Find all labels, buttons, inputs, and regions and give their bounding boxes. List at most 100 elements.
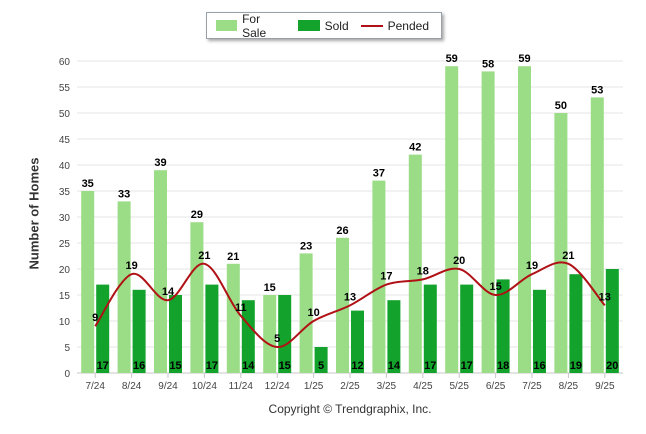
x-tick-label: 7/25 [522, 381, 542, 392]
bar-sold [423, 284, 437, 373]
data-label-for-sale: 39 [154, 157, 166, 169]
bar-for-sale [518, 66, 531, 373]
y-tick-label-40: 40 [59, 161, 71, 172]
legend-label-sold: Sold [324, 18, 349, 33]
bar-for-sale [590, 97, 604, 374]
y-tick-label-55: 55 [59, 83, 71, 94]
bar-sold [496, 279, 510, 373]
x-tick-label: 10/24 [192, 381, 217, 392]
data-label-pended: 13 [344, 291, 356, 303]
data-label-for-sale: 50 [555, 100, 567, 112]
data-label-sold: 12 [351, 360, 363, 372]
bar-sold [132, 289, 146, 373]
y-tick-label-20: 20 [59, 265, 71, 276]
chart-legend: For Sale Sold Pended [206, 12, 442, 40]
legend-item-pended[interactable]: Pended [360, 19, 429, 33]
data-label-pended: 19 [125, 260, 137, 272]
bar-sold [314, 347, 328, 373]
data-label-for-sale: 26 [336, 225, 348, 237]
data-label-sold: 19 [570, 360, 582, 372]
data-label-sold: 16 [533, 360, 545, 372]
bar-sold [387, 300, 401, 373]
x-tick-label: 11/24 [229, 381, 254, 392]
y-axis-title: Number of Homes [26, 157, 42, 270]
x-tick-label: 6/25 [486, 381, 506, 392]
legend-label-for-sale: For Sale [242, 11, 267, 40]
data-label-pended: 5 [274, 333, 280, 345]
legend-item-for-sale[interactable]: For Sale [216, 12, 286, 40]
legend-swatch-sold [297, 20, 320, 31]
x-tick-label: 4/25 [413, 381, 433, 392]
data-label-for-sale: 15 [264, 282, 276, 294]
data-label-sold: 20 [606, 360, 618, 372]
bar-for-sale [554, 113, 568, 373]
data-label-sold: 14 [242, 360, 255, 372]
bar-sold [460, 284, 474, 373]
data-label-for-sale: 42 [409, 142, 421, 154]
data-label-for-sale: 23 [300, 240, 312, 252]
bar-for-sale [154, 170, 167, 373]
legend-swatch-pended [360, 24, 383, 27]
bar-for-sale [263, 295, 277, 373]
y-tick-label-25: 25 [59, 239, 71, 250]
x-tick-label: 7/24 [85, 381, 105, 392]
y-tick-label-60: 60 [59, 57, 71, 68]
bar-for-sale [299, 253, 313, 373]
bar-for-sale [190, 222, 204, 373]
x-tick-label: 3/25 [377, 381, 397, 392]
copyright-footer: Copyright © Trendgraphix, Inc. [268, 402, 432, 416]
data-label-pended: 10 [307, 307, 319, 319]
bar-sold [241, 300, 255, 373]
y-tick-label-5: 5 [64, 343, 70, 354]
data-label-pended: 15 [489, 281, 501, 293]
data-label-pended: 13 [599, 291, 611, 303]
bar-for-sale [117, 201, 131, 373]
x-tick-label: 9/25 [595, 381, 615, 392]
data-label-for-sale: 37 [373, 168, 385, 180]
line-pended [94, 261, 606, 349]
data-label-pended: 14 [162, 286, 175, 298]
data-label-for-sale: 59 [446, 53, 458, 65]
bar-for-sale [226, 263, 240, 373]
data-label-sold: 17 [97, 360, 109, 372]
data-label-pended: 20 [453, 255, 465, 267]
data-label-sold: 17 [461, 360, 473, 372]
x-tick-label: 8/25 [559, 381, 579, 392]
x-tick-label: 12/24 [265, 381, 290, 392]
legend-item-sold[interactable]: Sold [297, 18, 349, 33]
bar-sold [351, 310, 364, 373]
bar-for-sale [445, 66, 459, 373]
data-label-sold: 14 [388, 360, 401, 372]
y-tick-label-45: 45 [59, 135, 71, 146]
data-label-sold: 17 [424, 360, 436, 372]
data-label-pended: 17 [380, 271, 392, 283]
bar-sold [205, 284, 219, 373]
data-label-sold: 18 [497, 360, 509, 372]
data-label-pended: 9 [92, 312, 98, 324]
data-label-sold: 5 [318, 360, 324, 372]
data-label-pended: 18 [417, 265, 429, 277]
bar-sold [569, 274, 583, 373]
y-tick-label-0: 0 [64, 369, 70, 380]
y-tick-label-30: 30 [59, 213, 71, 224]
bar-for-sale [408, 154, 422, 373]
data-label-for-sale: 53 [591, 84, 603, 96]
bar-for-sale [81, 191, 95, 373]
data-label-sold: 15 [169, 360, 181, 372]
legend-swatch-for-sale [216, 20, 238, 31]
bar-sold [605, 269, 619, 373]
data-label-pended: 21 [562, 250, 574, 262]
data-label-for-sale: 21 [227, 251, 239, 263]
data-label-sold: 15 [279, 360, 291, 372]
bar-for-sale [336, 237, 349, 373]
bar-for-sale [481, 71, 495, 374]
y-tick-label-35: 35 [59, 187, 71, 198]
data-label-for-sale: 35 [82, 178, 94, 190]
x-tick-label: 2/25 [340, 381, 360, 392]
y-tick-label-50: 50 [59, 109, 71, 120]
data-label-pended: 21 [198, 250, 210, 262]
y-tick-label-10: 10 [59, 317, 71, 328]
bar-sold [533, 289, 546, 373]
data-label-pended: 11 [235, 302, 247, 314]
